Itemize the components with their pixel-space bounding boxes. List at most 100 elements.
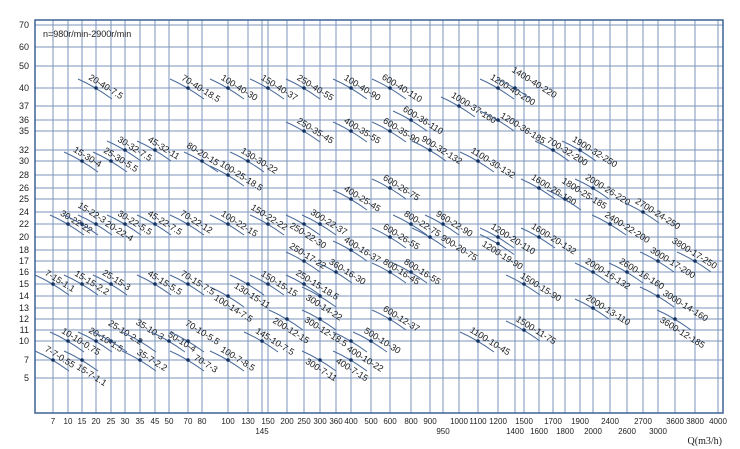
pump-point (186, 222, 190, 226)
pump-point (302, 86, 306, 90)
pump-point (656, 259, 660, 263)
pump-point (388, 129, 392, 133)
pump-model: 7-7-0.55 (34, 344, 77, 372)
pump-point (693, 259, 697, 263)
pump-label: 2000-13-110 (584, 292, 632, 327)
pump-point (388, 270, 392, 274)
pump-point (428, 235, 432, 239)
pump-point (563, 197, 567, 201)
x-tick-label: 145 (255, 427, 269, 436)
pump-point (641, 210, 645, 214)
pump-label: 15-7-1.1 (75, 362, 109, 388)
pump-point (522, 282, 526, 286)
x-tick-label: 500 (364, 417, 378, 426)
y-tick-label: 28 (19, 170, 29, 180)
pump-point (226, 222, 230, 226)
pump-point (167, 339, 171, 343)
pump-point (51, 282, 55, 286)
pump-label: 1500-15-90 (519, 271, 563, 304)
y-tick-label: 24 (19, 207, 29, 217)
pump-model: 15-30-4 (63, 144, 103, 173)
pump-point (80, 282, 84, 286)
pump-point (186, 282, 190, 286)
pump-point (226, 294, 230, 298)
pump-point (496, 86, 500, 90)
pump-point (285, 317, 289, 321)
pump-point (349, 248, 353, 252)
pump-point (260, 339, 264, 343)
y-tick-label: 18 (19, 245, 29, 255)
pump-point (80, 159, 84, 163)
pump-point (94, 222, 98, 226)
pump-point (138, 339, 142, 343)
pump-point (318, 222, 322, 226)
y-tick-label: 5 (24, 373, 29, 383)
x-tick-label: 80 (198, 417, 207, 426)
pump-point (186, 358, 190, 362)
y-tick-label: 20 (19, 232, 29, 242)
y-tick-label: 12 (19, 314, 29, 324)
y-tick-label: 25 (19, 194, 29, 204)
pump-point (625, 270, 629, 274)
pump-point (476, 339, 480, 343)
pump-point (476, 159, 480, 163)
pump-point (388, 235, 392, 239)
y-tick-label: 60 (19, 42, 29, 52)
pump-point (349, 339, 353, 343)
pump-point (388, 86, 392, 90)
x-tick-label: 900 (423, 417, 437, 426)
y-tick-label: 17 (19, 256, 29, 266)
x-tick-label: 150 (261, 417, 275, 426)
pump-point (409, 222, 413, 226)
x-tick-label: 300 (313, 417, 327, 426)
pump-point (226, 86, 230, 90)
pump-point (123, 148, 127, 152)
x-tick-label: 2400 (601, 417, 619, 426)
pump-point (496, 241, 500, 246)
pump-point (200, 159, 204, 163)
y-tick-label: 11 (20, 325, 29, 335)
pump-point (80, 222, 84, 226)
x-tick-label: 35 (136, 417, 145, 426)
pump-point (578, 148, 582, 152)
x-tick-label: 600 (383, 417, 397, 426)
pump-model: 20-40-7.5 (77, 72, 125, 101)
pump-point (302, 282, 306, 286)
x-tick-label: 800 (404, 417, 418, 426)
pump-point (409, 270, 413, 274)
x-tick-label: 20 (92, 417, 101, 426)
y-tick-label: 36 (19, 115, 29, 125)
pump-point (94, 86, 98, 90)
pump-point (409, 118, 413, 122)
pump-point (246, 282, 250, 286)
pump-model: 35-10-3 (121, 317, 166, 353)
pump-point (153, 148, 157, 152)
y-tick-label: 13 (19, 303, 29, 313)
y-tick-label: 26 (19, 183, 29, 193)
y-tick-label: 30 (19, 156, 29, 166)
pump-point (109, 339, 113, 343)
pump-point (349, 197, 353, 201)
pump-point (428, 148, 432, 152)
pump-point (153, 222, 157, 226)
x-tick-label: 70 (184, 417, 193, 426)
x-tick-label: 50 (165, 417, 174, 426)
pump-label: 1200-36-185 (499, 110, 548, 146)
pump-label: 70-7-3 (192, 352, 219, 374)
y-tick-label: 40 (19, 83, 29, 93)
x-tick-label: 1500 (515, 417, 533, 426)
pump-point (302, 222, 306, 226)
y-tick-label: 37 (19, 101, 29, 111)
pump-point (109, 159, 113, 163)
x-tick-label: 950 (436, 427, 450, 436)
plot-frame (34, 19, 724, 414)
pump-point (51, 358, 55, 362)
pump-point (186, 86, 190, 90)
pump-point (123, 222, 127, 226)
pump-point (138, 358, 142, 362)
pump-point (109, 282, 113, 286)
